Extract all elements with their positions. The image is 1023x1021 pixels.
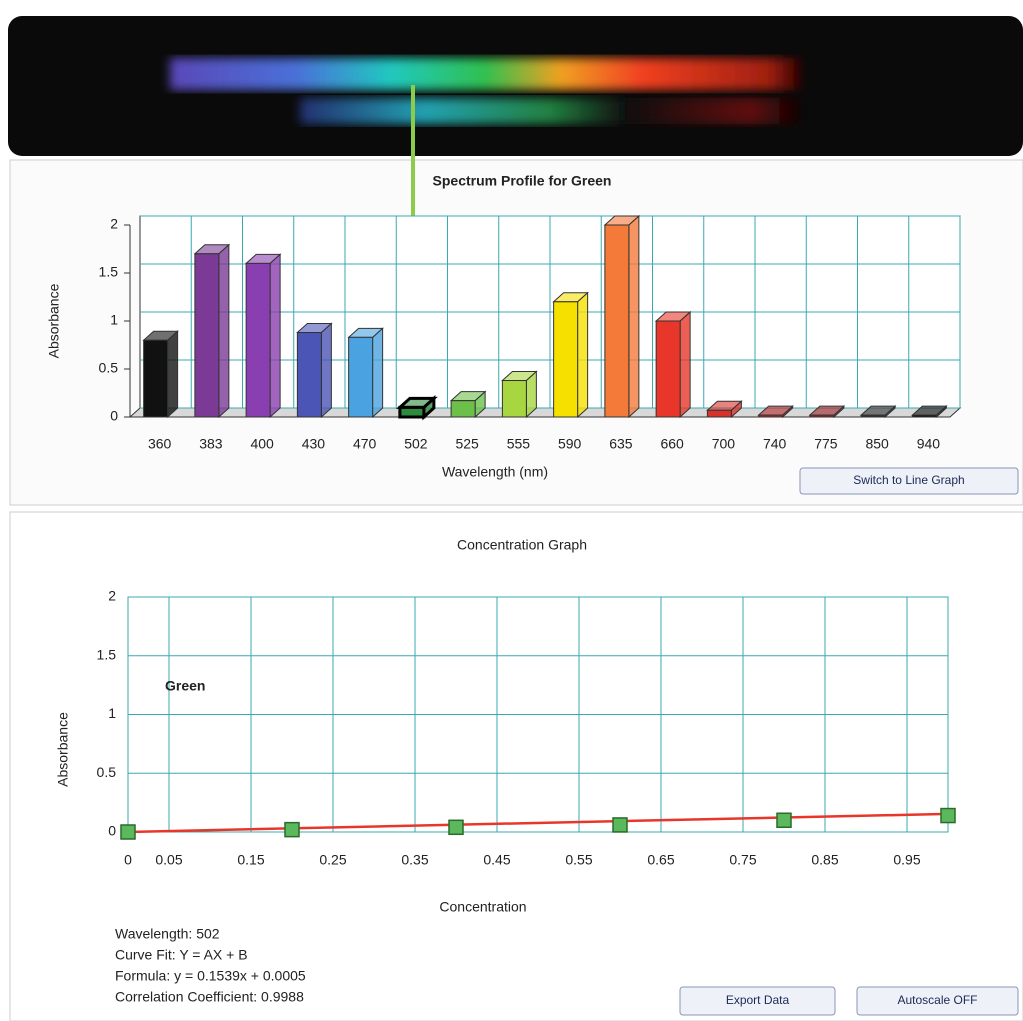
x-tick-label: 400 — [250, 436, 274, 452]
x-tick-label: 775 — [814, 436, 838, 452]
sample-band — [300, 98, 800, 124]
bar-side — [578, 293, 588, 417]
bar-side — [270, 254, 280, 417]
bar — [605, 225, 629, 417]
info-line: Wavelength: 502 — [115, 926, 220, 942]
data-point — [449, 820, 463, 834]
x-tick-label: 0.55 — [565, 852, 592, 868]
chart-title: Spectrum Profile for Green — [433, 173, 612, 189]
x-axis-label: Concentration — [439, 899, 526, 915]
button[interactable]: Export Data — [680, 987, 835, 1015]
chart-title: Concentration Graph — [457, 537, 587, 553]
x-tick-label: 660 — [660, 436, 684, 452]
info-line: Correlation Coefficient: 0.9988 — [115, 989, 304, 1005]
bar — [554, 302, 578, 417]
button-label: Export Data — [726, 993, 790, 1007]
x-tick-label: 525 — [455, 436, 479, 452]
bar-side — [219, 245, 229, 417]
data-point — [613, 818, 627, 832]
x-tick-label: 0.45 — [483, 852, 510, 868]
info-line: Formula: y = 0.1539x + 0.0005 — [115, 968, 306, 984]
x-tick-label: 0 — [124, 852, 132, 868]
data-point — [777, 813, 791, 827]
bar — [759, 415, 783, 417]
x-tick-label: 0.25 — [319, 852, 346, 868]
x-tick-label: 555 — [507, 436, 531, 452]
x-tick-label: 0.75 — [729, 852, 756, 868]
x-tick-label: 700 — [712, 436, 736, 452]
spectrum-band — [170, 58, 800, 90]
x-tick-label: 0.05 — [155, 852, 182, 868]
info-line: Curve Fit: Y = AX + B — [115, 947, 248, 963]
bar — [912, 415, 936, 417]
y-tick-label: 1.5 — [97, 646, 117, 662]
bar-side — [373, 328, 383, 417]
x-tick-label: 470 — [353, 436, 377, 452]
bar — [400, 407, 424, 417]
bar — [707, 410, 731, 417]
x-tick-label: 0.95 — [893, 852, 920, 868]
x-tick-label: 850 — [865, 436, 889, 452]
data-point — [941, 809, 955, 823]
x-tick-label: 0.85 — [811, 852, 838, 868]
x-axis-label: Wavelength (nm) — [442, 464, 548, 480]
bar-side — [321, 324, 331, 417]
x-tick-label: 0.15 — [237, 852, 264, 868]
x-tick-label: 940 — [917, 436, 941, 452]
annotation: Green — [165, 678, 205, 694]
button[interactable]: Switch to Line Graph — [800, 468, 1018, 494]
bar — [810, 415, 834, 417]
button-label: Switch to Line Graph — [853, 473, 964, 487]
x-tick-label: 0.35 — [401, 852, 428, 868]
y-tick-label: 2 — [110, 216, 118, 232]
bar — [656, 321, 680, 417]
x-tick-label: 590 — [558, 436, 582, 452]
data-point — [121, 825, 135, 839]
bar — [502, 381, 526, 417]
bar — [246, 263, 270, 417]
x-tick-label: 0.65 — [647, 852, 674, 868]
y-axis-label: Absorbance — [55, 712, 71, 787]
bar-side — [168, 331, 178, 417]
y-tick-label: 1.5 — [99, 264, 119, 280]
button[interactable]: Autoscale OFF — [857, 987, 1018, 1015]
x-tick-label: 360 — [148, 436, 172, 452]
x-tick-label: 430 — [302, 436, 326, 452]
y-tick-label: 0.5 — [99, 360, 119, 376]
x-tick-label: 383 — [199, 436, 223, 452]
y-axis-label: Absorbance — [46, 283, 62, 358]
bar-side — [629, 216, 639, 417]
bar — [861, 415, 885, 417]
bar — [195, 254, 219, 417]
y-tick-label: 0.5 — [97, 764, 117, 780]
y-tick-label: 0 — [108, 823, 116, 839]
y-tick-label: 1 — [108, 705, 116, 721]
bar — [349, 337, 373, 417]
y-tick-label: 0 — [110, 408, 118, 424]
bar-side — [680, 312, 690, 417]
bar — [297, 333, 321, 417]
x-tick-label: 740 — [763, 436, 787, 452]
bar — [451, 401, 475, 417]
y-tick-label: 1 — [110, 312, 118, 328]
bar — [144, 340, 168, 417]
button-label: Autoscale OFF — [897, 993, 977, 1007]
app: Spectrum Profile for Green 0 0.5 1 1.5 2 Absor… — [0, 0, 1023, 1021]
y-tick-label: 2 — [108, 588, 116, 604]
data-point — [285, 823, 299, 837]
x-tick-label: 635 — [609, 436, 633, 452]
x-tick-label: 502 — [404, 436, 428, 452]
